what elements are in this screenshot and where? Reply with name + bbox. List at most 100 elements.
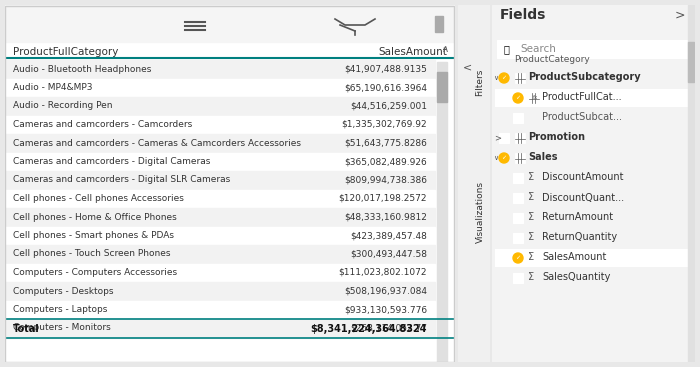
Text: $51,643,775.8286: $51,643,775.8286 bbox=[344, 138, 427, 148]
Bar bbox=[5, 134, 435, 153]
Text: fx: fx bbox=[533, 95, 538, 100]
Text: $423,389,457.48: $423,389,457.48 bbox=[350, 231, 427, 240]
Bar bbox=[5, 245, 435, 264]
Text: Σ: Σ bbox=[528, 233, 534, 243]
Text: ✓: ✓ bbox=[501, 76, 507, 80]
Bar bbox=[688, 5, 694, 362]
Circle shape bbox=[513, 93, 523, 103]
Text: ✓: ✓ bbox=[515, 255, 521, 261]
Text: SalesQuantity: SalesQuantity bbox=[542, 273, 610, 283]
Text: Σ: Σ bbox=[528, 193, 534, 203]
Bar bbox=[529, 93, 539, 103]
Text: Cell phones - Smart phones & PDAs: Cell phones - Smart phones & PDAs bbox=[13, 231, 174, 240]
Bar bbox=[5, 5, 455, 42]
Text: $508,196,937.084: $508,196,937.084 bbox=[344, 287, 427, 295]
Text: ∨: ∨ bbox=[494, 155, 498, 160]
Bar bbox=[513, 273, 523, 283]
Text: Cell phones - Cell phones Accessories: Cell phones - Cell phones Accessories bbox=[13, 194, 184, 203]
Text: $48,333,160.9812: $48,333,160.9812 bbox=[344, 212, 427, 222]
Text: Audio - Recording Pen: Audio - Recording Pen bbox=[13, 102, 113, 110]
Bar bbox=[515, 153, 525, 163]
Text: Computers - Computers Accessories: Computers - Computers Accessories bbox=[13, 268, 177, 277]
Text: Search: Search bbox=[520, 44, 556, 54]
Text: $111,023,802.1072: $111,023,802.1072 bbox=[339, 268, 427, 277]
Bar bbox=[5, 79, 435, 97]
Text: Computers - Laptops: Computers - Laptops bbox=[13, 305, 107, 314]
Text: Cameras and camcorders - Digital SLR Cameras: Cameras and camcorders - Digital SLR Cam… bbox=[13, 175, 230, 185]
Circle shape bbox=[499, 73, 509, 83]
Text: Promotion: Promotion bbox=[528, 132, 585, 142]
Text: $44,516,259.001: $44,516,259.001 bbox=[350, 102, 427, 110]
Text: $65,190,616.3964: $65,190,616.3964 bbox=[344, 83, 427, 92]
Text: Audio - MP4&MP3: Audio - MP4&MP3 bbox=[13, 83, 92, 92]
Text: $1,335,302,769.92: $1,335,302,769.92 bbox=[342, 120, 427, 129]
Bar bbox=[513, 213, 523, 223]
Bar bbox=[513, 173, 523, 183]
Bar bbox=[437, 62, 447, 362]
Text: ReturnAmount: ReturnAmount bbox=[542, 212, 613, 222]
Text: ReturnQuantity: ReturnQuantity bbox=[542, 233, 617, 243]
Bar bbox=[499, 133, 509, 143]
Text: Σ: Σ bbox=[528, 212, 534, 222]
Text: Fields: Fields bbox=[500, 8, 547, 22]
Text: ∧: ∧ bbox=[442, 44, 449, 54]
Text: Audio - Bluetooth Headphones: Audio - Bluetooth Headphones bbox=[13, 65, 151, 73]
Text: ∨: ∨ bbox=[494, 75, 498, 80]
Bar bbox=[496, 250, 690, 266]
Text: Sales: Sales bbox=[528, 153, 557, 163]
Bar bbox=[5, 282, 435, 301]
Text: $120,017,198.2572: $120,017,198.2572 bbox=[339, 194, 427, 203]
Text: SalesAmount: SalesAmount bbox=[378, 47, 447, 57]
Bar bbox=[513, 113, 523, 123]
Bar bbox=[5, 319, 435, 338]
Text: Σ: Σ bbox=[528, 273, 534, 283]
Text: Σ: Σ bbox=[528, 252, 534, 262]
Text: $809,994,738.386: $809,994,738.386 bbox=[344, 175, 427, 185]
Text: $365,082,489.926: $365,082,489.926 bbox=[344, 157, 427, 166]
Text: ProductCategory: ProductCategory bbox=[514, 55, 589, 64]
Text: Cameras and camcorders - Digital Cameras: Cameras and camcorders - Digital Cameras bbox=[13, 157, 211, 166]
Text: Computers - Desktops: Computers - Desktops bbox=[13, 287, 113, 295]
Text: ✓: ✓ bbox=[515, 95, 521, 101]
Bar bbox=[513, 193, 523, 203]
Bar bbox=[5, 153, 435, 171]
Text: DiscountAmount: DiscountAmount bbox=[542, 172, 624, 182]
Bar bbox=[5, 60, 435, 79]
Bar bbox=[5, 208, 435, 226]
Text: Visualizations: Visualizations bbox=[475, 181, 484, 243]
Bar bbox=[5, 189, 435, 208]
Bar bbox=[5, 301, 435, 319]
Bar bbox=[688, 42, 694, 82]
Text: Σ: Σ bbox=[528, 172, 534, 182]
Text: DiscountQuant...: DiscountQuant... bbox=[542, 193, 624, 203]
Text: ✓: ✓ bbox=[501, 156, 507, 160]
Text: $933,130,593.776: $933,130,593.776 bbox=[344, 305, 427, 314]
Bar bbox=[5, 226, 435, 245]
Text: Cameras and camcorders - Camcorders: Cameras and camcorders - Camcorders bbox=[13, 120, 193, 129]
Text: Filters: Filters bbox=[475, 68, 484, 96]
Bar bbox=[437, 72, 447, 102]
Text: >: > bbox=[494, 133, 501, 142]
Bar bbox=[515, 133, 525, 143]
Bar bbox=[513, 233, 523, 243]
Text: <: < bbox=[463, 62, 473, 72]
Text: ProductFullCategory: ProductFullCategory bbox=[13, 47, 118, 57]
Text: Computers - Monitors: Computers - Monitors bbox=[13, 323, 111, 333]
Bar bbox=[5, 171, 435, 189]
Text: $268,114,052.77: $268,114,052.77 bbox=[350, 323, 427, 333]
Bar bbox=[5, 264, 435, 282]
Text: $300,493,447.58: $300,493,447.58 bbox=[350, 250, 427, 258]
Bar bbox=[435, 16, 443, 32]
Circle shape bbox=[513, 253, 523, 263]
Bar bbox=[515, 73, 525, 83]
Text: Total: Total bbox=[13, 323, 40, 334]
Text: ProductFullCat...: ProductFullCat... bbox=[542, 92, 622, 102]
Bar bbox=[5, 97, 435, 116]
Text: >: > bbox=[675, 9, 685, 22]
Text: ProductSubcategory: ProductSubcategory bbox=[528, 73, 640, 83]
Bar bbox=[5, 116, 435, 134]
Text: SalesAmount: SalesAmount bbox=[542, 252, 606, 262]
Text: 🔍: 🔍 bbox=[503, 44, 509, 54]
Bar bbox=[496, 90, 690, 106]
Bar bbox=[497, 40, 690, 58]
